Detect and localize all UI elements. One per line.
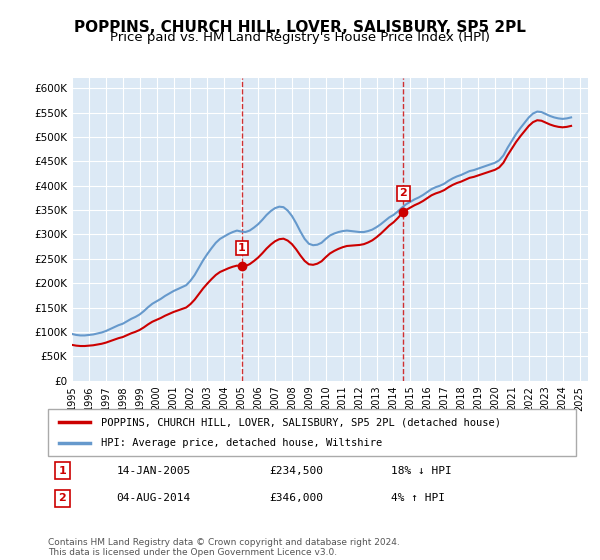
FancyBboxPatch shape [48, 409, 576, 456]
Text: 2: 2 [59, 493, 67, 503]
Text: POPPINS, CHURCH HILL, LOVER, SALISBURY, SP5 2PL (detached house): POPPINS, CHURCH HILL, LOVER, SALISBURY, … [101, 417, 501, 427]
Text: 2: 2 [400, 188, 407, 198]
Text: Price paid vs. HM Land Registry's House Price Index (HPI): Price paid vs. HM Land Registry's House … [110, 31, 490, 44]
Text: 18% ↓ HPI: 18% ↓ HPI [391, 465, 452, 475]
Text: HPI: Average price, detached house, Wiltshire: HPI: Average price, detached house, Wilt… [101, 438, 382, 448]
Text: 14-JAN-2005: 14-JAN-2005 [116, 465, 191, 475]
Text: £346,000: £346,000 [270, 493, 324, 503]
Text: POPPINS, CHURCH HILL, LOVER, SALISBURY, SP5 2PL: POPPINS, CHURCH HILL, LOVER, SALISBURY, … [74, 20, 526, 35]
Text: 04-AUG-2014: 04-AUG-2014 [116, 493, 191, 503]
Text: 4% ↑ HPI: 4% ↑ HPI [391, 493, 445, 503]
Text: £234,500: £234,500 [270, 465, 324, 475]
Text: Contains HM Land Registry data © Crown copyright and database right 2024.
This d: Contains HM Land Registry data © Crown c… [48, 538, 400, 557]
Text: 1: 1 [59, 465, 67, 475]
Text: 1: 1 [238, 243, 246, 253]
